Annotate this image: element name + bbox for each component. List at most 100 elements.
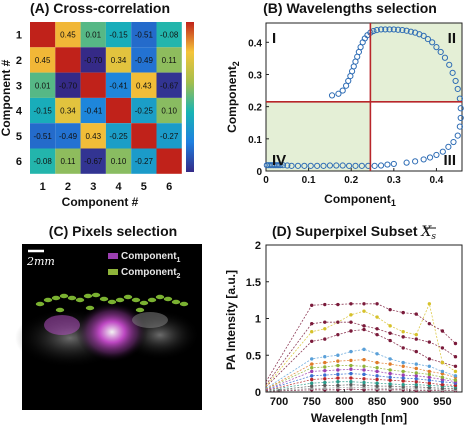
series-point — [375, 381, 379, 385]
panel-d-x-tick-label: 850 — [368, 396, 386, 408]
series-point — [414, 377, 418, 381]
scatter-point — [433, 151, 440, 159]
component2-pixel-cluster — [99, 296, 109, 302]
series-point — [323, 373, 327, 377]
heatmap-cell — [156, 97, 182, 124]
series-point — [427, 364, 432, 368]
series-point — [362, 347, 366, 352]
scatter-point — [429, 39, 436, 46]
scatter-point — [452, 77, 459, 85]
series-point — [440, 382, 445, 387]
scatter-point — [450, 138, 457, 146]
series-point — [323, 380, 327, 385]
quadrant-iv-bg — [266, 101, 371, 171]
series-point — [414, 332, 418, 337]
series-point — [427, 375, 432, 379]
series-point — [401, 335, 405, 339]
series-point — [414, 362, 418, 366]
series-point — [414, 349, 418, 354]
series-point — [375, 366, 379, 370]
series-point — [310, 366, 314, 370]
series-point — [323, 355, 327, 359]
legend-component2-text: Component — [121, 267, 177, 278]
heatmap-cell-label: -0.15 — [109, 31, 128, 40]
series-point — [427, 357, 432, 361]
panel-b-y-tick-label: 0.4 — [248, 38, 262, 49]
heatmap-cell — [55, 22, 81, 48]
series-point — [427, 340, 432, 344]
panel-b-x-label-subscript: 1 — [391, 198, 396, 208]
panel-b-y-tick-label: 0.3 — [248, 70, 262, 81]
scatter-point — [394, 26, 402, 33]
series-point — [375, 384, 379, 388]
panel-b-x-tick-label: 0.3 — [387, 175, 401, 186]
scatter-point — [454, 85, 461, 93]
series-point — [388, 357, 392, 361]
series-point — [362, 364, 366, 368]
scatter-point — [449, 69, 456, 76]
series-point — [388, 378, 392, 382]
scatter-point — [277, 162, 284, 169]
series-point — [453, 378, 458, 382]
series-point — [427, 302, 432, 306]
series-point — [401, 379, 405, 383]
quadrant-label-ii: II — [448, 30, 456, 47]
series-point — [349, 320, 353, 324]
scatter-point — [275, 162, 282, 169]
panel-b-x-tick-label: 0 — [263, 175, 269, 186]
panel-b-y-label-subscript: 2 — [231, 61, 241, 66]
heatmap-cell — [105, 97, 132, 124]
scatter-point — [307, 162, 314, 169]
correlation-heatmap: 0.45 0.01 -0.15 -0.51 -0.08 0.45 -0.70 0.34 -0.4… — [16, 22, 182, 193]
scatter-point — [439, 148, 446, 155]
series-point — [323, 377, 327, 381]
heatmap-cell — [80, 72, 106, 98]
series-point — [336, 359, 340, 363]
series-point — [349, 382, 353, 387]
series-point — [453, 355, 458, 359]
heatmap-cell — [30, 123, 56, 149]
series-point — [349, 349, 353, 354]
scatter-point — [445, 143, 452, 150]
series-point — [453, 341, 458, 346]
component2-pixel-cluster — [75, 297, 85, 303]
panel-c-pixels-selection: (C) Pixels selection 2mm Component1 Comp… — [15, 223, 202, 410]
series-point — [453, 364, 458, 368]
scatter-point — [288, 162, 295, 169]
series-point — [401, 369, 405, 374]
heatmap-cell — [30, 47, 56, 73]
series-point — [388, 331, 392, 335]
scatter-point — [441, 54, 449, 61]
heatmap-cell-label: -0.08 — [160, 31, 179, 40]
scatter-point — [437, 48, 444, 56]
panel-d-y-tick-label: 1.5 — [246, 277, 261, 289]
series-point — [440, 375, 445, 379]
panel-b-y-tick-label: 0.2 — [248, 103, 262, 114]
heatmap-cell — [80, 123, 106, 149]
scatter-point — [426, 154, 434, 161]
series-point — [336, 363, 340, 368]
scatter-point — [403, 159, 410, 166]
heatmap-cell — [156, 123, 182, 149]
series-point — [310, 321, 314, 326]
series-point — [440, 329, 445, 333]
series-point — [362, 357, 366, 362]
series-point — [362, 380, 366, 385]
series-point — [336, 302, 340, 307]
heatmap-y-tick-label: 3 — [16, 80, 22, 92]
series-point — [336, 368, 340, 372]
series-point — [362, 302, 366, 306]
scatter-point — [345, 162, 353, 169]
series-point — [375, 360, 379, 365]
heatmap-cell-label: -0.67 — [84, 157, 103, 166]
panel-d-plot: 700 750 800 850 900 950 0 0.5 1 1.5 2 — [246, 240, 463, 408]
series-point — [362, 324, 366, 328]
scatter-point — [339, 87, 346, 94]
scatter-point — [328, 92, 336, 99]
series-point — [362, 368, 366, 372]
scatter-point — [420, 156, 427, 163]
scatter-point — [446, 61, 453, 68]
scatter-point — [373, 26, 380, 34]
heatmap-y-tick-label: 2 — [16, 55, 22, 67]
